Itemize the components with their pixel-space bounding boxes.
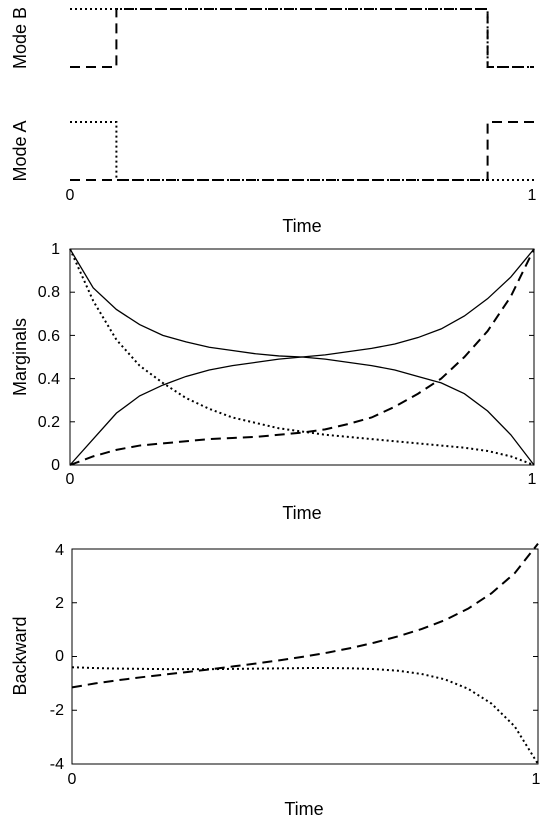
backward-xtick-1: 1 <box>532 771 540 788</box>
marginals-ytick-1: 0.2 <box>38 414 60 431</box>
backward-xtick-0: 0 <box>68 771 77 788</box>
marginals-yticks: 0 0.2 0.4 0.6 0.8 1 <box>38 241 60 474</box>
panel-mode-b: Mode B <box>10 7 534 69</box>
marginals-xtick-1: 1 <box>528 471 537 488</box>
backward-yticks: -4 -2 0 2 4 <box>50 542 64 773</box>
marginals-ytick-2: 0.4 <box>38 371 60 388</box>
panel-marginals: 0 0.2 0.4 0.6 0.8 1 0 1 Time Marginals <box>10 241 537 523</box>
backward-xlabel: Time <box>284 799 323 819</box>
mode-b-series-1-dotted-line <box>70 8 534 68</box>
mode-b-series-0-dashed-line <box>70 8 534 68</box>
backward-ytick-3: 2 <box>55 595 64 612</box>
mode-a-series-0-dotted-line <box>70 121 534 181</box>
marginals-ytick-0: 0 <box>51 457 60 474</box>
backward-ylabel: Backward <box>10 616 30 695</box>
backward-ytick-0: -4 <box>50 756 64 773</box>
marginals-ytick-3: 0.6 <box>38 328 60 345</box>
backward-plot-area <box>71 543 539 765</box>
marginals-xlabel: Time <box>282 503 321 523</box>
backward-ytick-4: 4 <box>55 542 64 559</box>
mode-a-xtick-1: 1 <box>528 187 537 204</box>
marginals-ytick-4: 0.8 <box>38 284 60 301</box>
marginals-series-1-solid-line <box>69 248 535 466</box>
backward-series-1-dotted-line <box>71 666 539 765</box>
backward-ytick-2: 0 <box>55 648 64 665</box>
mode-a-xtick-0: 0 <box>66 187 75 204</box>
backward-axes-box <box>71 548 539 765</box>
marginals-axes-box <box>69 248 535 466</box>
marginals-ylabel: Marginals <box>10 318 30 396</box>
marginals-xtick-0: 0 <box>66 471 75 488</box>
panel-backward: -4 -2 0 2 4 0 1 Time Backward <box>10 542 540 819</box>
mode-a-xlabel: Time <box>282 216 321 236</box>
marginals-plot-area <box>69 248 535 466</box>
panel-mode-a: Mode A 0 1 Time <box>10 120 537 236</box>
backward-series-0-dashed-line <box>71 543 539 689</box>
marginals-series-2-dotted-line <box>69 248 535 466</box>
mode-a-ylabel: Mode A <box>10 120 30 181</box>
marginals-ytick-5: 1 <box>51 241 60 258</box>
mode-a-series-1-dashed-line <box>70 121 534 181</box>
mode-b-ylabel: Mode B <box>10 7 30 69</box>
mode-b-plot-area <box>70 8 534 68</box>
marginals-series-3-dashed-line <box>69 248 535 466</box>
mode-a-plot-area <box>70 121 534 181</box>
backward-ytick-1: -2 <box>50 702 64 719</box>
